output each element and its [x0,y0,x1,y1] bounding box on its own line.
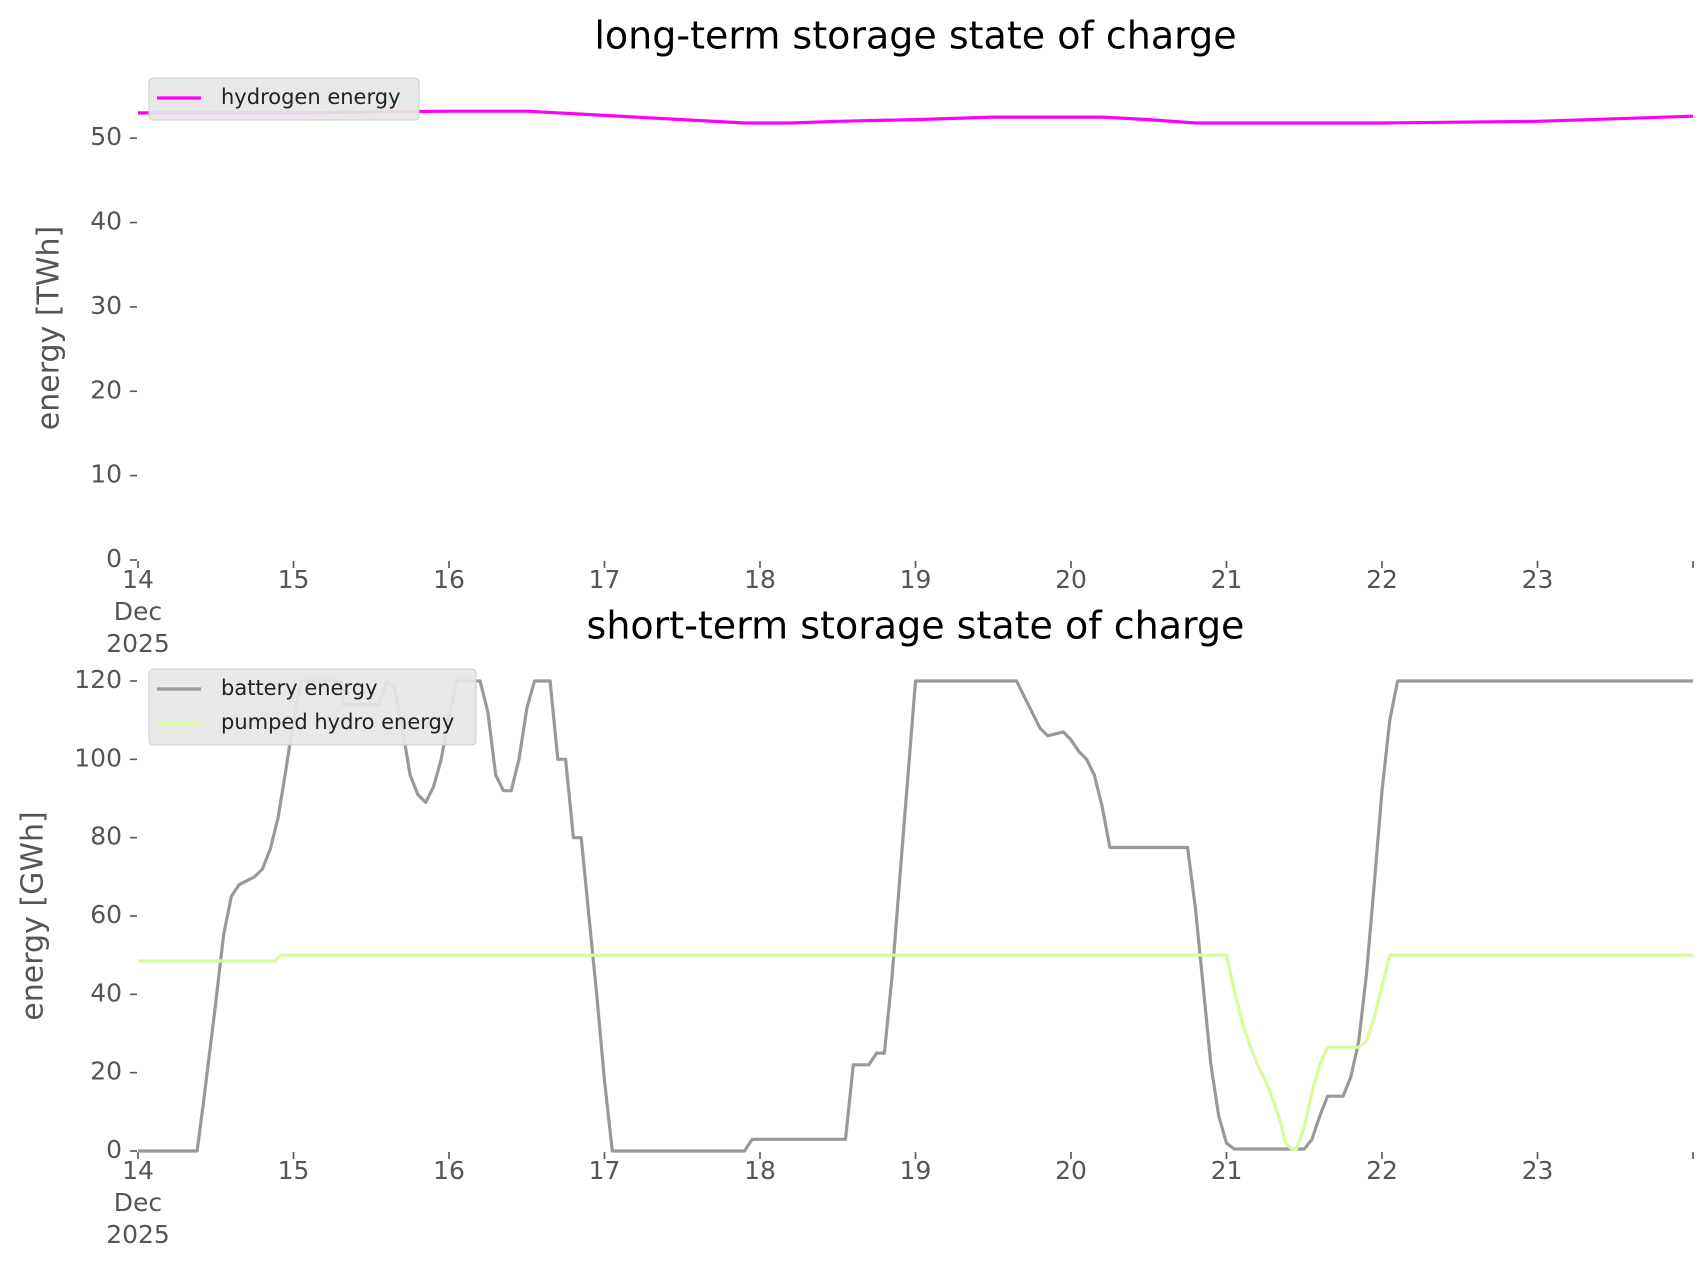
x-tick-label: 20 [1055,1156,1087,1185]
chart-title: short-term storage state of charge [587,604,1245,648]
series-line-pumped-hydro-energy [138,953,1693,1151]
y-tick-label: 80 [90,822,122,851]
legend-label: battery energy [221,676,378,700]
x-tick-label: 22 [1366,565,1398,594]
x-tick-label: 15 [278,1156,310,1185]
y-tick-label: 40 [90,207,122,236]
x-tick-label: 18 [744,565,776,594]
x-tick-label: 19 [900,1156,932,1185]
chart-title: long-term storage state of charge [594,14,1236,58]
legend-box [148,77,420,121]
x-tick-label: 14 Dec 2025 [106,565,170,658]
chart-panel-1: long-term storage state of charge energy … [32,14,1694,658]
x-tick-label: 16 [433,565,465,594]
legend: hydrogen energy [148,77,420,121]
y-tick-label: 100 [74,743,122,772]
y-tick-label: 50 [90,122,122,151]
y-axis-label: energy [TWh] [32,226,67,430]
legend-label: pumped hydro energy [221,710,454,734]
legend-box [148,668,477,746]
series-line-battery-energy [138,679,1693,1153]
x-tick-label: 17 [589,1156,621,1185]
y-tick-label: 120 [74,665,122,694]
y-tick-label: 60 [90,900,122,929]
y-tick-label: 20 [90,1057,122,1086]
y-tick-label: 0 [106,1135,122,1164]
chart-panel-2: short-term storage state of charge energy… [16,604,1694,1249]
x-tick-label: 22 [1366,1156,1398,1185]
legend-label: hydrogen energy [221,85,401,109]
y-axis-label: energy [GWh] [16,811,51,1020]
x-tick-label: 21 [1211,1156,1243,1185]
legend: battery energy pumped hydro energy [148,668,477,746]
x-tick-label: 16 [433,1156,465,1185]
x-tick-label: 19 [900,565,932,594]
series-line-hydrogen-energy [138,109,1694,125]
y-tick-label: 30 [90,291,122,320]
y-tick-label: 20 [90,375,122,404]
y-tick-label: 40 [90,978,122,1007]
x-tick-label: 17 [589,565,621,594]
y-tick-label: 10 [90,460,122,489]
y-tick-label: 0 [106,544,122,573]
x-tick-label: 15 [278,565,310,594]
x-tick-label: 21 [1211,565,1243,594]
x-tick-label: 20 [1055,565,1087,594]
x-tick-label: 23 [1522,565,1554,594]
x-tick-label: 14 Dec 2025 [106,1156,170,1249]
x-tick-label: 18 [744,1156,776,1185]
x-tick-label: 23 [1522,1156,1554,1185]
